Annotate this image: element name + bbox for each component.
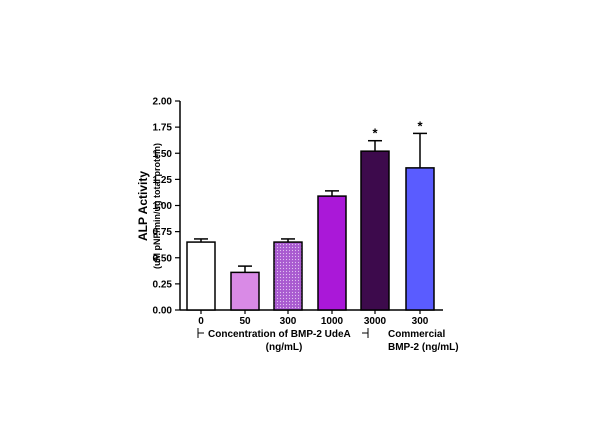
y-ticks: 0.00 0.25 0.50 0.75 1.00 1.25 1.50 1.75 2.00 [153, 97, 180, 317]
commercial-group-unit: BMP-2 (ng/mL) [388, 342, 459, 353]
error-bars [194, 132, 427, 273]
x-tick-label: 3000 [364, 316, 387, 327]
significance-star: * [417, 118, 423, 133]
y-tick-label: 1.50 [153, 149, 173, 160]
significance-star: * [372, 126, 378, 141]
x-tick-label: 1000 [321, 316, 344, 327]
y-tick-label: 2.00 [153, 97, 173, 108]
y-tick-label: 1.25 [153, 175, 173, 186]
bar-50 [230, 271, 260, 311]
x-tick-label: 0 [198, 316, 204, 327]
bars [186, 150, 435, 311]
y-tick-label: 1.00 [153, 201, 173, 212]
y-tick-label: 0.75 [153, 227, 173, 238]
bar-300 [405, 167, 435, 311]
y-tick-label: 1.75 [153, 123, 173, 134]
y-tick-label: 0.25 [153, 279, 173, 290]
bar-300 [273, 241, 303, 311]
bar-0 [186, 241, 216, 311]
significance-markers: * * [372, 118, 423, 140]
y-axis-sublabel: (uM pNP/min/ug total protein) [152, 143, 162, 269]
y-tick-label: 0.00 [153, 306, 173, 317]
x-tick-label: 300 [280, 316, 297, 327]
bar-3000 [360, 150, 390, 311]
udea-group-unit: (ng/mL) [266, 342, 303, 353]
y-axis-title: ALP Activity (uM pNP/min/ug total protei… [136, 143, 162, 269]
y-tick-label: 0.50 [153, 253, 173, 264]
x-tick-label: 50 [239, 316, 251, 327]
x-tick-labels: 0 50 300 1000 3000 300 [198, 310, 429, 327]
group-labels: Concentration of BMP-2 UdeA (ng/mL) Comm… [197, 328, 459, 353]
commercial-group-label: Commercial [388, 329, 445, 340]
axes [179, 101, 443, 311]
bar-1000 [317, 195, 347, 311]
udea-group-label: Concentration of BMP-2 UdeA [208, 329, 351, 340]
x-tick-label: 300 [412, 316, 429, 327]
y-axis-label: ALP Activity [136, 171, 150, 241]
